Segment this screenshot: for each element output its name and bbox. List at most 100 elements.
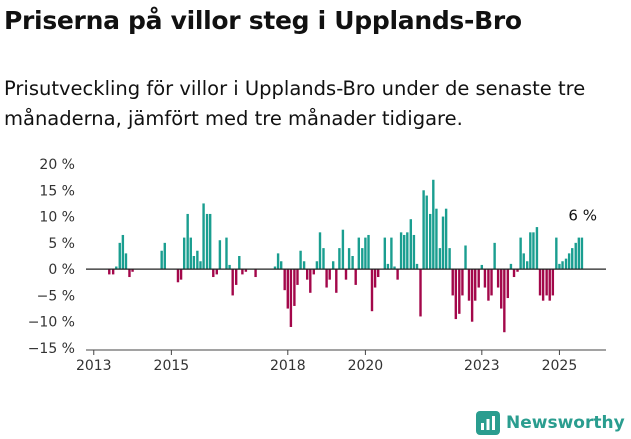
bar xyxy=(196,250,199,270)
bar xyxy=(182,237,186,270)
bar xyxy=(493,242,496,270)
bar xyxy=(419,269,422,317)
bar xyxy=(315,261,319,270)
y-tick-label: −10 % xyxy=(28,315,75,331)
bar xyxy=(390,237,393,270)
bar xyxy=(490,269,493,296)
bar xyxy=(496,269,500,288)
bar xyxy=(108,269,111,275)
x-tick-label: 2023 xyxy=(464,358,500,374)
bar xyxy=(318,232,322,270)
bar xyxy=(325,269,328,288)
bar xyxy=(383,237,387,270)
bar xyxy=(205,213,209,270)
bar xyxy=(561,261,564,270)
bar xyxy=(234,269,238,285)
bar xyxy=(189,237,192,270)
bar xyxy=(254,269,257,278)
bar xyxy=(403,234,406,270)
bar xyxy=(276,253,280,270)
bar xyxy=(370,269,374,312)
bar xyxy=(409,219,413,270)
bar xyxy=(331,261,335,270)
bar xyxy=(305,269,309,280)
bar xyxy=(273,266,277,270)
bar xyxy=(396,269,399,280)
y-tick-label: 20 % xyxy=(39,157,75,173)
bar xyxy=(228,264,231,270)
bar xyxy=(454,269,458,320)
y-tick-label: 5 % xyxy=(48,236,75,252)
bars-group xyxy=(108,179,584,333)
bar xyxy=(176,269,180,283)
bar xyxy=(558,263,561,270)
bar xyxy=(367,234,370,270)
bar xyxy=(535,227,539,270)
bar xyxy=(425,195,428,270)
x-tick-label: 2025 xyxy=(542,358,578,374)
bar xyxy=(458,269,461,314)
bar xyxy=(192,256,196,270)
bar xyxy=(361,248,364,270)
annotation-label: 6 % xyxy=(568,207,597,225)
bar xyxy=(464,245,467,270)
bar xyxy=(212,269,215,278)
brand-name: Newsworthy xyxy=(506,413,625,433)
bar xyxy=(480,264,484,270)
bar xyxy=(477,269,480,288)
bar xyxy=(341,229,345,270)
bar xyxy=(202,203,205,270)
bar xyxy=(286,269,289,309)
x-tick-label: 2013 xyxy=(76,358,112,374)
bar xyxy=(522,253,525,270)
bar xyxy=(279,261,283,270)
bar xyxy=(415,263,419,270)
bar xyxy=(516,269,519,272)
bar xyxy=(238,256,241,270)
x-axis: 2013 2015 2018 2020 2023 2025 xyxy=(76,349,606,374)
x-tick-label: 2018 xyxy=(270,358,306,374)
bar xyxy=(467,269,471,301)
bar xyxy=(111,269,115,275)
bar xyxy=(283,269,286,291)
bar xyxy=(289,269,293,327)
bar xyxy=(186,213,189,270)
bar xyxy=(179,269,183,280)
bar xyxy=(461,269,464,296)
bar xyxy=(338,248,341,270)
bar xyxy=(335,269,338,293)
bar xyxy=(121,234,125,270)
bar xyxy=(474,269,477,301)
x-tick-label: 2015 xyxy=(154,358,190,374)
bar xyxy=(577,237,581,270)
bar xyxy=(406,232,409,270)
bar xyxy=(448,248,451,270)
bar xyxy=(231,269,234,296)
bar xyxy=(399,232,403,270)
bar xyxy=(364,237,367,270)
bar xyxy=(412,234,416,270)
bar xyxy=(293,269,296,306)
bar xyxy=(529,232,532,270)
bar xyxy=(118,242,121,270)
bar xyxy=(299,250,302,270)
bar xyxy=(128,269,131,278)
bar xyxy=(208,213,212,270)
bar xyxy=(386,263,390,270)
bar xyxy=(344,269,348,280)
bar xyxy=(564,258,568,270)
bar xyxy=(503,269,506,333)
bar xyxy=(296,269,299,285)
y-tick-label: −5 % xyxy=(37,288,75,304)
bar xyxy=(131,269,134,272)
bar xyxy=(215,269,218,275)
bar xyxy=(351,256,354,270)
bar xyxy=(470,269,474,322)
bar xyxy=(357,237,361,270)
bar xyxy=(160,250,163,270)
bar xyxy=(124,253,128,270)
y-tick-label: −15 % xyxy=(28,341,75,357)
y-tick-label: 10 % xyxy=(39,210,75,226)
bar xyxy=(432,179,435,270)
bar xyxy=(571,248,574,270)
